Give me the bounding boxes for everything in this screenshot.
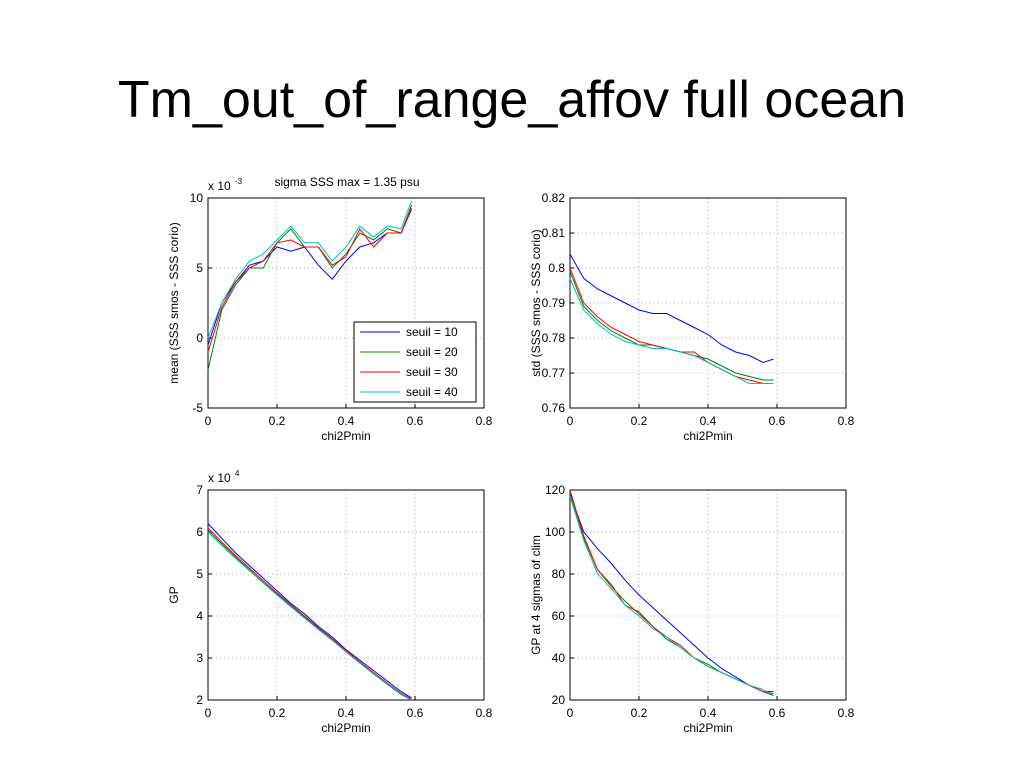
y-tick-label: 40 bbox=[552, 651, 566, 665]
y-tick-label: 3 bbox=[196, 651, 203, 665]
plot-frame bbox=[207, 197, 485, 409]
y-tick-label: 0.82 bbox=[542, 191, 566, 205]
y-axis-label: std (SSS smos - SSS corio) bbox=[529, 229, 543, 376]
y-multiplier-exponent: 4 bbox=[235, 469, 240, 478]
x-axis-label: chi2Pmin bbox=[321, 721, 370, 735]
series-line bbox=[207, 200, 413, 339]
slide-title: Tm_out_of_range_affov full ocean bbox=[118, 71, 906, 129]
x-tick-label: 0.2 bbox=[631, 706, 648, 720]
x-tick-label: 0 bbox=[567, 706, 574, 720]
y-axis-label: mean (SSS smos - SSS corio) bbox=[167, 222, 181, 383]
x-tick-label: 0 bbox=[567, 414, 574, 428]
x-axis-label: chi2Pmin bbox=[683, 721, 732, 735]
legend-box bbox=[353, 321, 477, 403]
y-tick-label: 60 bbox=[552, 609, 566, 623]
series-line bbox=[569, 494, 774, 693]
y-tick-label: 7 bbox=[196, 483, 203, 497]
y-tick-label: 20 bbox=[552, 693, 566, 707]
series-line bbox=[207, 527, 412, 700]
y-tick-label: 4 bbox=[196, 609, 203, 623]
y-tick-label: 0.81 bbox=[542, 226, 566, 240]
y-axis-label: GP at 4 sigmas of clim bbox=[529, 535, 543, 655]
y-tick-label: 0.78 bbox=[542, 331, 566, 345]
series-line bbox=[207, 209, 413, 346]
x-tick-label: 0.8 bbox=[838, 706, 855, 720]
y-tick-label: 10 bbox=[190, 191, 204, 205]
y-tick-label: 80 bbox=[552, 567, 566, 581]
y-multiplier: x 10 bbox=[208, 471, 231, 485]
x-tick-label: 0 bbox=[205, 414, 212, 428]
series-line bbox=[207, 207, 413, 353]
y-tick-label: 0.77 bbox=[542, 366, 566, 380]
series-line bbox=[569, 496, 774, 697]
y-multiplier-exponent: -3 bbox=[235, 177, 243, 186]
x-tick-label: 0.6 bbox=[407, 414, 424, 428]
x-tick-label: 0.4 bbox=[700, 706, 717, 720]
legend-label: seuil = 30 bbox=[406, 365, 458, 379]
y-tick-label: 0.79 bbox=[542, 296, 566, 310]
y-axis-label: GP bbox=[167, 586, 181, 603]
x-tick-label: 0.8 bbox=[476, 706, 493, 720]
x-tick-label: 0.6 bbox=[769, 706, 786, 720]
x-tick-label: 0.6 bbox=[407, 706, 424, 720]
legend-label: seuil = 10 bbox=[406, 325, 458, 339]
series-line bbox=[207, 523, 412, 699]
x-tick-label: 0.8 bbox=[838, 414, 855, 428]
series-line bbox=[569, 278, 774, 384]
y-tick-label: 100 bbox=[545, 525, 565, 539]
y-tick-label: 0.8 bbox=[548, 261, 565, 275]
y-multiplier: x 10 bbox=[208, 179, 231, 193]
x-tick-label: 0.2 bbox=[631, 414, 648, 428]
x-axis-label: chi2Pmin bbox=[321, 429, 370, 443]
plot-frame bbox=[207, 489, 485, 701]
x-tick-label: 0 bbox=[205, 706, 212, 720]
legend-label: seuil = 20 bbox=[406, 345, 458, 359]
x-tick-label: 0.2 bbox=[269, 414, 286, 428]
series-line bbox=[569, 253, 774, 364]
y-tick-label: -5 bbox=[192, 401, 203, 415]
legend-label: seuil = 40 bbox=[406, 385, 458, 399]
x-tick-label: 0.2 bbox=[269, 706, 286, 720]
y-tick-label: 5 bbox=[196, 567, 203, 581]
plot-frame bbox=[569, 489, 847, 701]
y-tick-label: 0.76 bbox=[542, 401, 566, 415]
x-axis-label: chi2Pmin bbox=[683, 429, 732, 443]
y-tick-label: 2 bbox=[196, 693, 203, 707]
x-tick-label: 0.6 bbox=[769, 414, 786, 428]
x-tick-label: 0.4 bbox=[338, 706, 355, 720]
subtitle: sigma SSS max = 1.35 psu bbox=[274, 175, 419, 189]
y-tick-label: 120 bbox=[545, 483, 565, 497]
x-tick-label: 0.8 bbox=[476, 414, 493, 428]
y-tick-label: 5 bbox=[196, 261, 203, 275]
y-tick-label: 0 bbox=[196, 331, 203, 345]
x-tick-label: 0.4 bbox=[700, 414, 717, 428]
y-tick-label: 6 bbox=[196, 525, 203, 539]
plot-frame bbox=[569, 197, 847, 409]
series-line bbox=[207, 531, 412, 701]
x-tick-label: 0.4 bbox=[338, 414, 355, 428]
